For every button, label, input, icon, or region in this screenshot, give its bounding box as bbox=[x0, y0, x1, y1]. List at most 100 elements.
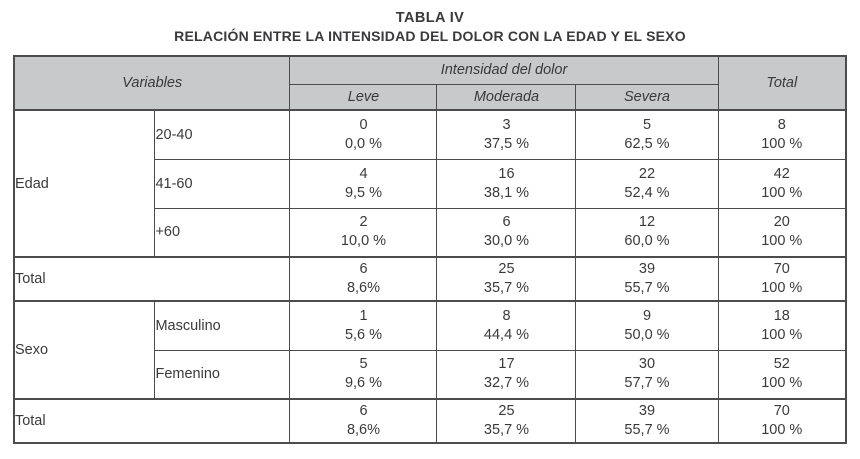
data-cell: 70 100 % bbox=[717, 398, 847, 444]
cell-count: 70 bbox=[773, 261, 790, 277]
table-row-edad-20-40: Edad 20-40 0 0,0 % 3 37,5 % 5 62,5 % 8 1… bbox=[13, 109, 847, 258]
header-total: Total bbox=[717, 55, 847, 111]
data-cell: 2 10,0 % bbox=[289, 207, 438, 258]
cell-count: 30 bbox=[638, 356, 656, 373]
data-table: Variables Intensidad del dolor Total Lev… bbox=[12, 55, 848, 444]
header-severa: Severa bbox=[575, 83, 719, 111]
total-label-cell: Total bbox=[13, 398, 291, 444]
cell-percent: 100 % bbox=[761, 184, 803, 201]
data-cell: 5 9,6 % bbox=[289, 349, 438, 400]
data-cell: 9 50,0 % bbox=[575, 300, 719, 351]
header-leve: Leve bbox=[289, 83, 438, 111]
cell-count: 39 bbox=[638, 403, 656, 419]
data-cell: 70 100 % bbox=[717, 256, 847, 302]
group-cell-edad: Edad bbox=[13, 109, 156, 258]
cell-count: 39 bbox=[638, 261, 656, 277]
data-cell: 8 44,4 % bbox=[436, 300, 577, 351]
cell-percent: 62,5 % bbox=[624, 135, 670, 152]
group-cell-sexo: Sexo bbox=[13, 300, 156, 400]
row-label-femenino: Femenino bbox=[154, 349, 291, 400]
cell-percent: 60,0 % bbox=[624, 233, 670, 250]
cell-count: 17 bbox=[498, 356, 515, 373]
cell-count: 22 bbox=[638, 165, 656, 182]
cell-percent: 5,6 % bbox=[344, 326, 383, 343]
cell-percent: 8,6% bbox=[346, 280, 381, 296]
data-cell: 17 32,7 % bbox=[436, 349, 577, 400]
cell-percent: 37,5 % bbox=[483, 135, 530, 152]
table-title: TABLA IV bbox=[395, 10, 465, 26]
cell-percent: 10,0 % bbox=[340, 233, 387, 250]
data-cell: 6 8,6% bbox=[289, 398, 438, 444]
cell-percent: 100 % bbox=[761, 326, 803, 343]
cell-count: 6 bbox=[359, 261, 368, 277]
row-label-20-40: 20-40 bbox=[154, 109, 291, 160]
cell-percent: 55,7 % bbox=[624, 280, 670, 296]
total-label-cell: Total bbox=[13, 256, 291, 302]
header-intensity-group: Intensidad del dolor bbox=[289, 55, 719, 85]
table-row-total-edad: Total 6 8,6% 25 35,7 % 39 55,7 % 70 100 … bbox=[13, 256, 847, 302]
data-cell: 12 60,0 % bbox=[575, 207, 719, 258]
data-cell: 20 100 % bbox=[717, 207, 847, 258]
cell-count: 25 bbox=[498, 403, 515, 419]
table-row-edad-41-60: 41-60 4 9,5 % 16 38,1 % 22 52,4 % 42 100… bbox=[14, 158, 847, 209]
cell-percent: 0,0 % bbox=[344, 135, 383, 152]
cell-percent: 38,1 % bbox=[483, 184, 530, 201]
cell-percent: 30,0 % bbox=[483, 233, 530, 250]
cell-percent: 57,7 % bbox=[624, 375, 670, 392]
cell-count: 70 bbox=[773, 403, 790, 419]
header-variables: Variables bbox=[13, 55, 291, 111]
cell-percent: 8,6% bbox=[346, 422, 381, 438]
cell-count: 9 bbox=[642, 307, 652, 324]
cell-count: 42 bbox=[773, 165, 790, 182]
header-row-1: Variables Intensidad del dolor Total bbox=[13, 55, 847, 111]
cell-count: 8 bbox=[502, 307, 511, 324]
table-subtitle: RELACIÓN ENTRE LA INTENSIDAD DEL DOLOR C… bbox=[174, 28, 686, 44]
row-label-41-60: 41-60 bbox=[154, 158, 291, 209]
data-cell: 1 5,6 % bbox=[289, 300, 438, 351]
cell-percent: 100 % bbox=[761, 135, 803, 152]
cell-count: 1 bbox=[359, 307, 368, 324]
cell-percent: 35,7 % bbox=[483, 280, 530, 296]
cell-count: 12 bbox=[638, 214, 656, 231]
data-cell: 39 55,7 % bbox=[575, 256, 719, 302]
cell-count: 4 bbox=[359, 165, 368, 182]
table-row-total-sexo: Total 6 8,6% 25 35,7 % 39 55,7 % 70 100 … bbox=[13, 398, 847, 444]
cell-percent: 44,4 % bbox=[483, 326, 530, 343]
cell-percent: 100 % bbox=[761, 375, 803, 392]
cell-count: 16 bbox=[498, 165, 515, 182]
cell-percent: 50,0 % bbox=[624, 326, 670, 343]
cell-count: 25 bbox=[498, 261, 515, 277]
cell-count: 0 bbox=[359, 116, 368, 133]
cell-percent: 9,5 % bbox=[344, 184, 383, 201]
cell-percent: 35,7 % bbox=[483, 422, 530, 438]
data-cell: 18 100 % bbox=[717, 300, 847, 351]
cell-percent: 100 % bbox=[761, 233, 803, 250]
data-cell: 30 57,7 % bbox=[575, 349, 719, 400]
row-label-masculino: Masculino bbox=[154, 300, 291, 351]
data-cell: 4 9,5 % bbox=[289, 158, 438, 209]
data-cell: 8 100 % bbox=[717, 109, 847, 160]
header-row-2: Leve Moderada Severa bbox=[14, 83, 846, 111]
header-moderada: Moderada bbox=[436, 83, 577, 111]
cell-count: 3 bbox=[502, 116, 511, 133]
data-cell: 5 62,5 % bbox=[575, 109, 719, 160]
data-cell: 42 100 % bbox=[717, 158, 847, 209]
cell-count: 2 bbox=[359, 214, 368, 231]
cell-percent: 32,7 % bbox=[483, 375, 530, 392]
data-cell: 0 0,0 % bbox=[289, 109, 438, 160]
cell-percent: 9,6 % bbox=[344, 375, 383, 392]
cell-count: 20 bbox=[773, 214, 790, 231]
cell-count: 18 bbox=[773, 307, 790, 324]
cell-count: 5 bbox=[359, 356, 368, 373]
cell-percent: 52,4 % bbox=[624, 184, 670, 201]
data-cell: 25 35,7 % bbox=[436, 256, 577, 302]
data-cell: 16 38,1 % bbox=[436, 158, 577, 209]
data-cell: 25 35,7 % bbox=[436, 398, 577, 444]
cell-count: 52 bbox=[773, 356, 790, 373]
data-cell: 6 30,0 % bbox=[436, 207, 577, 258]
cell-percent: 55,7 % bbox=[624, 422, 670, 438]
data-cell: 3 37,5 % bbox=[436, 109, 577, 160]
cell-count: 6 bbox=[359, 403, 368, 419]
cell-percent: 100 % bbox=[761, 422, 803, 438]
